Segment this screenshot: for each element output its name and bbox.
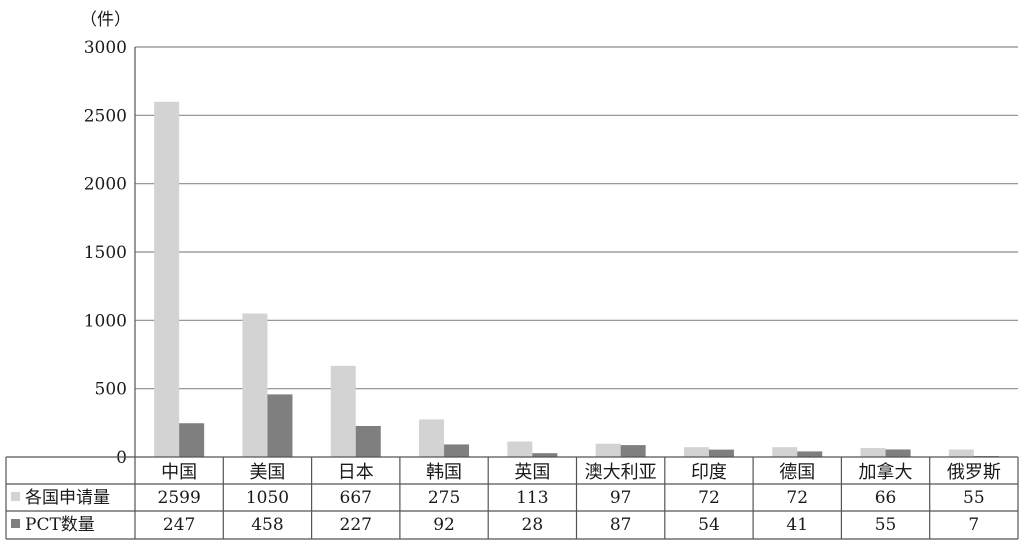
data-table-value: 97 — [610, 488, 632, 508]
data-table-value: 41 — [786, 515, 808, 535]
data-table-value: 247 — [163, 515, 195, 535]
data-table-value: 667 — [340, 488, 372, 508]
data-table-value: 458 — [251, 515, 283, 535]
data-table-value: 1050 — [246, 488, 289, 508]
x-category-label: 日本 — [338, 462, 374, 483]
bar-pct-3 — [444, 444, 470, 457]
bar-national-applications-0 — [154, 101, 180, 457]
bar-pct-4 — [532, 453, 558, 457]
data-table-value: 87 — [610, 515, 632, 535]
gridlines — [135, 46, 1018, 390]
bar-national-applications-2 — [330, 365, 356, 457]
bar-national-applications-3 — [419, 419, 445, 457]
data-table-value: 7 — [968, 515, 979, 535]
data-table-value: 72 — [698, 488, 720, 508]
data-table-value: 275 — [428, 488, 460, 508]
data-table-value: 54 — [698, 515, 720, 535]
data-table-value: 113 — [516, 488, 548, 508]
bar-pct-5 — [620, 445, 646, 457]
data-table-value: 2599 — [158, 488, 201, 508]
legend-series-name: PCT数量 — [25, 515, 95, 535]
x-category-label: 英国 — [514, 462, 550, 483]
y-tick-label: 1500 — [84, 243, 127, 263]
data-table-value: 227 — [340, 515, 372, 535]
x-category-label: 加拿大 — [859, 461, 913, 483]
data-table-value: 72 — [786, 488, 808, 508]
bar-national-applications-6 — [683, 447, 709, 457]
y-tick-label: 1000 — [84, 311, 127, 331]
data-table-value: 55 — [963, 488, 985, 508]
y-axis-unit-label: （件） — [80, 10, 131, 30]
x-category-label: 德国 — [779, 462, 815, 483]
bar-pct-1 — [267, 394, 293, 457]
bar-national-applications-5 — [595, 443, 621, 457]
bar-pct-7 — [797, 451, 823, 457]
y-axis-tick-labels: 0 500 1000 1500 2000 2500 3000 — [84, 38, 127, 468]
legend-series-name: 各国申请量 — [25, 488, 110, 508]
data-table-value: 66 — [875, 488, 897, 508]
bar-pct-0 — [179, 423, 205, 457]
legend-swatch — [11, 492, 20, 501]
x-category-label: 中国 — [161, 462, 197, 483]
bar-national-applications-7 — [772, 447, 798, 457]
legend-swatch — [11, 519, 20, 528]
bars — [154, 101, 999, 457]
y-tick-label: 2500 — [84, 106, 127, 126]
bar-national-applications-8 — [860, 447, 886, 457]
bar-pct-6 — [708, 449, 734, 457]
y-tick-label: 2000 — [84, 175, 127, 195]
bar-national-applications-1 — [242, 313, 268, 457]
data-table-value: 55 — [875, 515, 897, 535]
bar-national-applications-4 — [507, 441, 533, 457]
bar-pct-8 — [885, 449, 911, 457]
y-tick-label: 500 — [95, 380, 127, 400]
x-category-label: 美国 — [249, 462, 285, 483]
y-tick-label: 0 — [116, 448, 127, 468]
x-category-label: 澳大利亚 — [585, 462, 657, 483]
data-table-value: 92 — [433, 515, 455, 535]
bar-national-applications-9 — [948, 449, 974, 457]
y-tick-label: 3000 — [84, 38, 127, 58]
x-category-label: 韩国 — [426, 462, 462, 483]
bar-pct-2 — [355, 425, 381, 457]
x-category-label: 印度 — [691, 462, 727, 483]
data-table-value: 28 — [522, 515, 544, 535]
x-category-label: 俄罗斯 — [947, 462, 1001, 483]
